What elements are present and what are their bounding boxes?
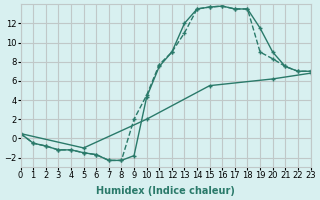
X-axis label: Humidex (Indice chaleur): Humidex (Indice chaleur) (96, 186, 235, 196)
